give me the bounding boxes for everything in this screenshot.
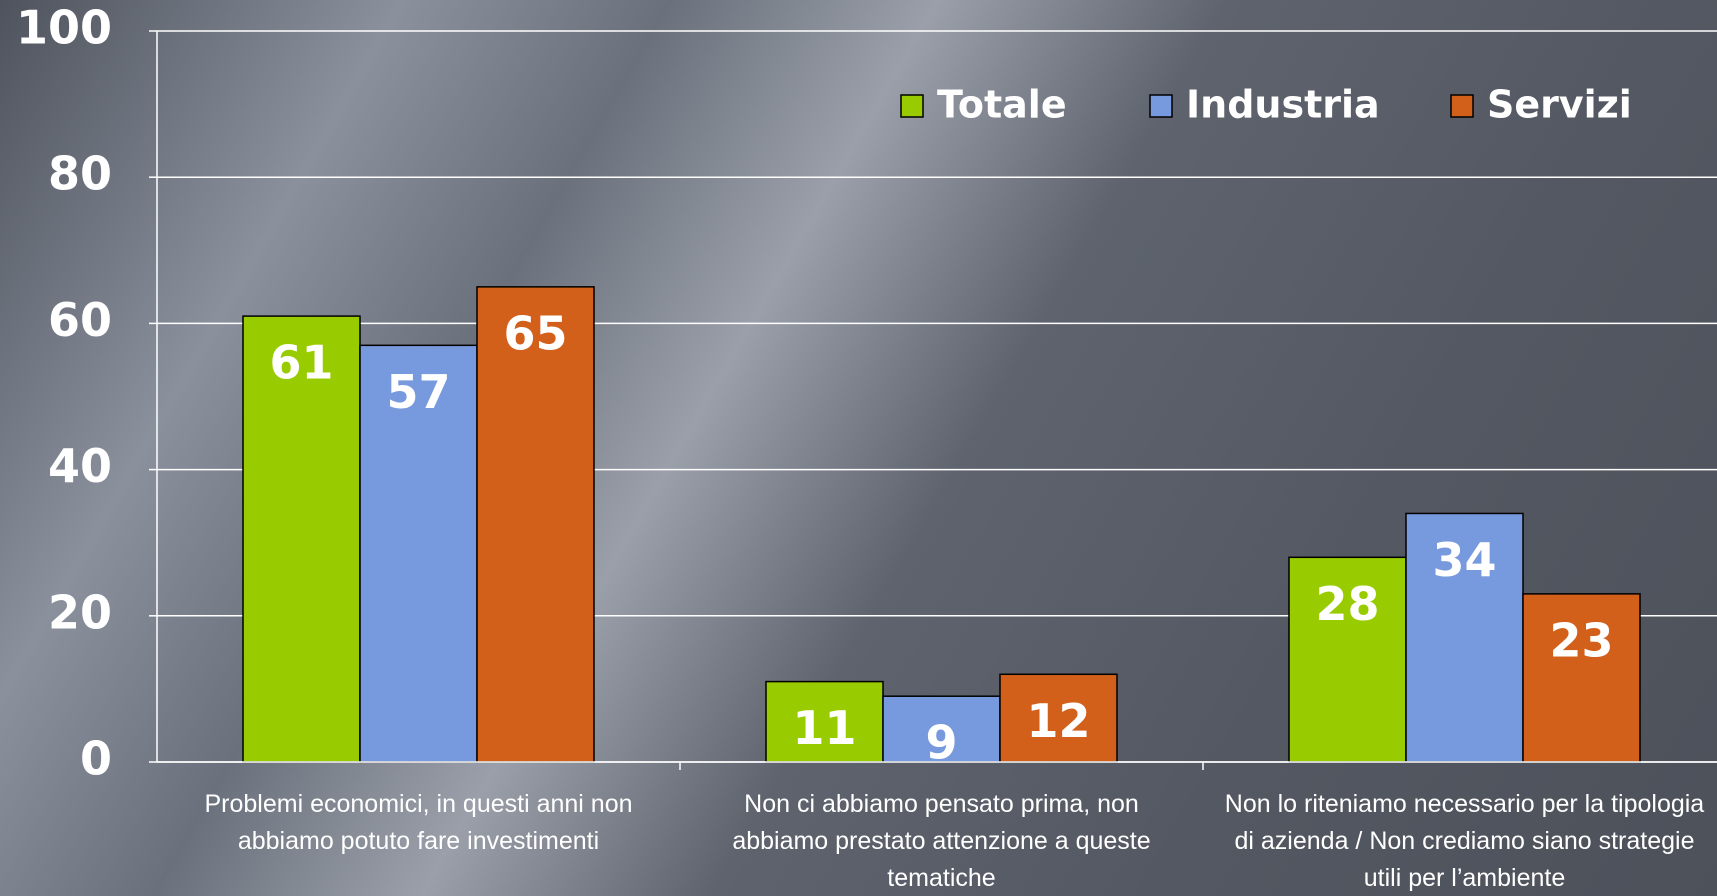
bar: [1522, 593, 1641, 763]
value-label: 11: [792, 701, 856, 755]
y-tick-label: 40: [48, 439, 112, 493]
bar: [999, 673, 1118, 763]
bar: [1288, 556, 1407, 763]
value-label: 12: [1026, 694, 1090, 748]
y-tick-label: 60: [48, 293, 112, 347]
value-label: 28: [1315, 577, 1379, 631]
bar: [1405, 512, 1524, 763]
y-tick-label: 20: [48, 585, 112, 639]
y-tick-label: 0: [80, 732, 112, 786]
legend-swatch: [1450, 94, 1474, 118]
y-tick-label: 100: [16, 1, 112, 55]
value-label: 9: [925, 716, 957, 770]
legend-label: Totale: [937, 83, 1067, 127]
value-label: 57: [386, 365, 450, 419]
x-tick-label: Non ci abbiamo pensato prima, non abbiam…: [732, 790, 1151, 892]
legend-swatch: [900, 94, 924, 118]
value-label: 34: [1432, 533, 1496, 587]
value-label: 61: [269, 336, 333, 390]
x-tick-label: Non lo riteniamo necessario per la tipol…: [1224, 790, 1705, 892]
x-tick-label: Problemi economici, in questi anni non a…: [204, 790, 633, 855]
legend-label: Industria: [1186, 83, 1380, 127]
bar: [476, 286, 595, 763]
value-label: 23: [1549, 613, 1613, 667]
y-tick-label: 80: [48, 147, 112, 201]
value-label: 65: [503, 306, 567, 360]
bar: [765, 680, 884, 763]
legend-label: Servizi: [1487, 83, 1632, 127]
legend-swatch: [1149, 94, 1173, 118]
